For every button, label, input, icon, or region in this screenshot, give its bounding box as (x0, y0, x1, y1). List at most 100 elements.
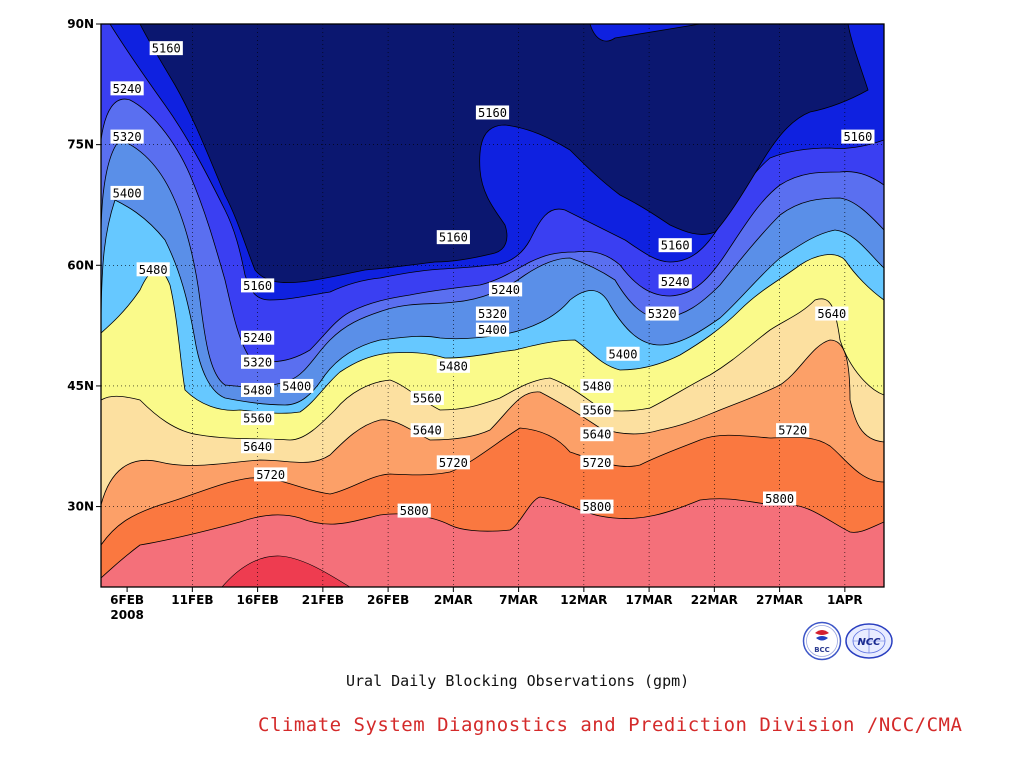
y-tick-label: 45N (67, 379, 94, 393)
contour-label-text: 5160 (661, 239, 690, 253)
contour-label-box (580, 427, 614, 442)
contour-label-box (149, 41, 183, 56)
contour-label-text: 5240 (243, 331, 272, 345)
contour-label-box (280, 378, 314, 393)
contour-label-text: 5240 (491, 283, 520, 297)
contour-label-box (436, 230, 470, 245)
x-tick-label: 21FEB (302, 593, 344, 607)
contour-label-box (815, 306, 849, 321)
ncc-logo: NCC (845, 623, 893, 659)
contour-labels: 5160 5240 5320 5400 5480 5160 5240 5320 5400 5480… (110, 41, 875, 518)
contour-label: 5480 (580, 378, 614, 393)
contour-label-box (110, 81, 144, 96)
contour-label: 5720 (254, 467, 288, 482)
contour-label-text: 5640 (413, 424, 442, 438)
contour-label-box (841, 129, 875, 144)
x-tick-label: 16FEB (236, 593, 278, 607)
contour-label-text: 5160 (152, 42, 181, 56)
contour-label: 5400 (475, 322, 510, 337)
plot-frame (100, 23, 885, 588)
contour-label: 5560 (410, 390, 444, 405)
y-axis: 30N 45N 60N 75N 90N (67, 17, 101, 514)
contour-label-box (488, 282, 523, 297)
contour-label-text: 5560 (413, 391, 442, 405)
contour-label: 5240 (658, 274, 692, 289)
band-max (221, 555, 351, 587)
contour-label-box (763, 491, 797, 506)
contour-label: 5640 (580, 427, 614, 442)
contour-label-box (580, 455, 614, 470)
contour-label-text: 5480 (139, 263, 168, 277)
contour-label-text: 5160 (478, 106, 507, 120)
x-tick-label: 12MAR (560, 593, 607, 607)
contour-label-box (110, 129, 144, 144)
contour-label-text: 5320 (243, 355, 272, 369)
contour-label-text: 5800 (765, 492, 794, 506)
contour-label: 5400 (280, 378, 314, 393)
contour-label-box (776, 423, 810, 438)
contour-label: 5720 (776, 423, 810, 438)
y-tick-label: 90N (67, 17, 94, 31)
contour-label: 5160 (658, 238, 692, 253)
contour-label: 5320 (645, 306, 679, 321)
contour-label-text: 5320 (478, 307, 507, 321)
contour-label: 5640 (241, 439, 275, 454)
contour-label-text: 5720 (439, 456, 468, 470)
x-tick-label: 7MAR (499, 593, 538, 607)
x-tick-label: 2MAR (434, 593, 473, 607)
contour-label-box (580, 499, 614, 514)
x-tick-label: 1APR (827, 593, 863, 607)
contour-label-text: 5480 (439, 359, 468, 373)
contour-label: 5240 (110, 81, 144, 96)
contour-label-box (397, 503, 431, 518)
contour-label-box (580, 403, 614, 418)
contour-label: 5640 (410, 423, 444, 438)
contour-label-box (241, 330, 275, 345)
contour-label: 5640 (815, 306, 849, 321)
contour-label-text: 5720 (582, 456, 611, 470)
x-tick-label: 27MAR (756, 593, 803, 607)
contour-label: 5320 (241, 354, 275, 369)
y-tick-label: 60N (67, 258, 94, 272)
contour-label-text: 5160 (843, 130, 872, 144)
contour-label: 5160 (475, 105, 510, 120)
contour-label: 5480 (136, 262, 170, 277)
contour-label-box (475, 322, 510, 337)
contour-label: 5560 (241, 411, 275, 426)
contour-label-text: 5240 (113, 82, 142, 96)
contour-label-box (658, 274, 692, 289)
x-tick-label: 22MAR (691, 593, 738, 607)
contour-label: 5800 (763, 491, 797, 506)
contour-label-box (436, 455, 470, 470)
contour-label-box (241, 439, 275, 454)
contour-label-text: 5160 (243, 279, 272, 293)
contour-label: 5240 (488, 282, 523, 297)
contour-label: 5560 (580, 403, 614, 418)
contour-label-text: 5720 (256, 468, 285, 482)
contour-label-box (241, 411, 275, 426)
x-tick-label: 17MAR (626, 593, 673, 607)
contour-label-box (410, 423, 444, 438)
contour-label-text: 5320 (648, 307, 677, 321)
contour-label-text: 5160 (439, 231, 468, 245)
contour-label-box (136, 262, 170, 277)
contour-label-box (475, 306, 510, 321)
contour-label-box (110, 185, 144, 200)
band-below-5160 (139, 24, 869, 284)
contour-label: 5720 (436, 455, 470, 470)
y-tick-label: 75N (67, 138, 94, 152)
contour-label-text: 5560 (582, 404, 611, 418)
contour-label: 5240 (241, 330, 275, 345)
contour-label-text: 5640 (243, 440, 272, 454)
contour-label-box (241, 382, 275, 397)
contour-label-box (475, 105, 510, 120)
contour-label-box (241, 278, 275, 293)
contour-label: 5480 (241, 382, 275, 397)
contour-label: 5400 (606, 346, 640, 361)
contour-label: 5320 (475, 306, 510, 321)
contour-label: 5720 (580, 455, 614, 470)
contour-label-text: 5400 (609, 347, 638, 361)
chart-caption: Ural Daily Blocking Observations (gpm) (346, 672, 690, 690)
